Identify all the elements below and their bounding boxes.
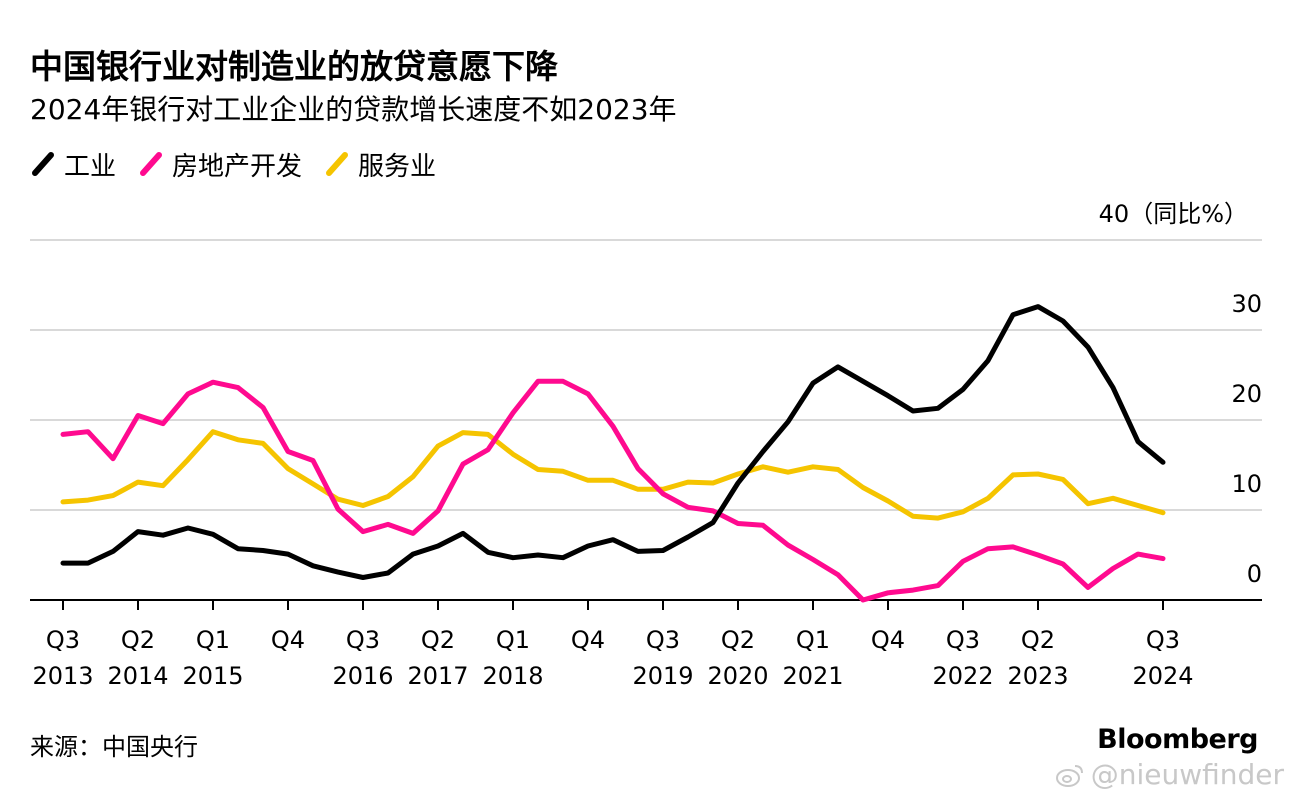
legend-label-services: 服务业 xyxy=(358,151,437,182)
chart-subtitle: 2024年银行对工业企业的贷款增长速度不如2023年 xyxy=(30,93,677,126)
x-tick-label-quarter: Q3 xyxy=(646,626,680,654)
x-tick-label-quarter: Q3 xyxy=(346,626,380,654)
series-line-services xyxy=(60,429,1166,521)
legend-label-real-estate: 房地产开发 xyxy=(172,151,303,182)
legend: 工业 房地产开发 服务业 xyxy=(30,146,436,182)
x-tick-label-year: 2015 xyxy=(182,662,243,690)
y-axis-top-label: 40（同比%） xyxy=(1099,200,1248,228)
y-tick-label: 10 xyxy=(1231,470,1262,498)
legend-item-services: 服务业 xyxy=(324,146,436,183)
y-tick-label: 30 xyxy=(1231,290,1262,318)
y-tick-label: 20 xyxy=(1231,380,1262,408)
series-line-real-estate xyxy=(60,378,1166,603)
x-tick-label-year: 2020 xyxy=(707,662,768,690)
x-tick-label-quarter: Q3 xyxy=(46,626,80,654)
x-tick-label-quarter: Q3 xyxy=(946,626,980,654)
x-tick-label-quarter: Q4 xyxy=(271,626,305,654)
x-tick-label-quarter: Q2 xyxy=(721,626,755,654)
x-tick-label-year: 2014 xyxy=(107,662,168,690)
x-tick-label-quarter: Q1 xyxy=(496,626,530,654)
watermark: @nieuwfinder xyxy=(1055,758,1284,791)
x-tick-label-quarter: Q3 xyxy=(1146,626,1180,654)
bloomberg-logo: Bloomberg xyxy=(1097,724,1258,755)
x-tick-label-year: 2022 xyxy=(932,662,993,690)
x-tick-label-quarter: Q4 xyxy=(871,626,905,654)
x-tick-label-year: 2016 xyxy=(332,662,393,690)
legend-label-industry: 工业 xyxy=(64,151,117,182)
legend-item-real-estate: 房地产开发 xyxy=(138,146,302,183)
y-tick-label: 0 xyxy=(1247,560,1262,588)
x-tick-label-year: 2018 xyxy=(482,662,543,690)
x-tick-label-quarter: Q1 xyxy=(196,626,230,654)
series-line-industry xyxy=(60,304,1166,580)
x-tick-label-quarter: Q2 xyxy=(1021,626,1055,654)
x-tick-label-quarter: Q4 xyxy=(571,626,605,654)
x-tick-label-quarter: Q1 xyxy=(796,626,830,654)
source-note: 来源：中国央行 xyxy=(30,733,198,761)
x-tick-label-year: 2021 xyxy=(782,662,843,690)
x-tick-label-year: 2013 xyxy=(32,662,93,690)
legend-item-industry: 工业 xyxy=(30,146,116,183)
x-tick-label-quarter: Q2 xyxy=(421,626,455,654)
x-tick-label-year: 2019 xyxy=(632,662,693,690)
chart-title: 中国银行业对制造业的放贷意愿下降 xyxy=(30,47,558,86)
watermark-text: @nieuwfinder xyxy=(1090,758,1284,791)
legend-swatch-real-estate xyxy=(138,149,164,179)
x-tick-label-quarter: Q2 xyxy=(121,626,155,654)
x-tick-label-year: 2023 xyxy=(1007,662,1068,690)
x-tick-label-year: 2017 xyxy=(407,662,468,690)
legend-swatch-services xyxy=(324,149,350,179)
x-tick-label-year: 2024 xyxy=(1132,662,1193,690)
weibo-icon xyxy=(1055,764,1083,787)
legend-swatch-industry xyxy=(30,149,56,179)
